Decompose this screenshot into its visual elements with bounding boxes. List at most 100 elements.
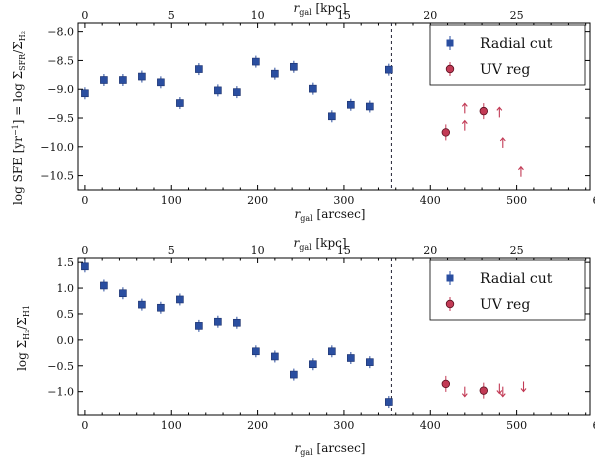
- radial-point: [195, 322, 203, 330]
- uv-point: [479, 106, 489, 116]
- legend-uv-marker: [445, 64, 455, 74]
- uv-limit-arrowhead: [518, 165, 524, 171]
- x-axis-label: rgal [arcsec]: [295, 207, 366, 223]
- y-tick-label: −10.0: [40, 141, 74, 154]
- radial-point: [347, 100, 355, 109]
- legend-uv-label: UV reg: [480, 62, 530, 78]
- x-axis-label: rgal [arcsec]: [295, 441, 366, 457]
- y-tick-label: 1.0: [57, 282, 75, 295]
- radial-point: [100, 281, 108, 290]
- radial-point: [271, 352, 279, 361]
- top-axis-label: rgal [kpc]: [293, 1, 346, 17]
- uv-limit-arrowhead: [496, 106, 503, 111]
- radial-point: [119, 76, 127, 84]
- plot-frame: [77, 22, 591, 191]
- x-top-tick-label: 5: [168, 9, 175, 22]
- y-tick-label: −10.5: [40, 170, 74, 183]
- radial-point: [214, 317, 222, 326]
- y-tick-label: −9.5: [47, 112, 74, 125]
- x-tick-label: 100: [161, 419, 182, 432]
- x-tick-label: 600: [592, 419, 595, 432]
- radial-point: [328, 347, 336, 356]
- radial-point: [119, 289, 127, 298]
- uv-point: [441, 379, 451, 389]
- legend-radial-label: Radial cut: [480, 271, 553, 287]
- radial-point: [366, 358, 374, 366]
- y-tick-label: −1.0: [47, 386, 74, 399]
- legend-box: [429, 24, 586, 86]
- x-tick-label: 100: [161, 194, 182, 207]
- legend-uv-label: UV reg: [480, 297, 530, 313]
- radial-point: [271, 69, 279, 78]
- radial-point: [309, 360, 317, 369]
- x-top-tick-label: 15: [337, 9, 351, 22]
- y-axis-label: log SFE [yr−1] = log ΣSFR/ΣH₂: [11, 31, 27, 205]
- x-top-tick-label: 10: [251, 244, 265, 257]
- radial-point: [81, 262, 89, 271]
- radial-point: [385, 65, 393, 74]
- radial-point: [233, 88, 241, 96]
- x-tick-label: 0: [81, 194, 88, 207]
- x-tick-label: 600: [592, 194, 595, 207]
- legend-radial-marker: [446, 39, 454, 47]
- radial-point: [157, 78, 165, 87]
- uv-limit-arrowhead: [499, 393, 506, 398]
- radial-point: [290, 370, 298, 379]
- radial-point: [157, 303, 165, 312]
- panel-sfe: rgal [kpc] rgal [arcsec] log SFE [yr−1] …: [11, 1, 595, 223]
- x-top-tick-label: 25: [510, 9, 524, 22]
- radial-point: [100, 76, 108, 84]
- x-top-tick-label: 20: [423, 9, 437, 22]
- panel-h2-hi: rgal [kpc] rgal [arcsec] log ΣH₂/ΣH1 0 10…: [15, 236, 595, 457]
- uv-point: [479, 386, 489, 395]
- radial-point: [366, 102, 374, 111]
- radial-point: [328, 112, 336, 121]
- y-tick-label: −9.0: [47, 83, 74, 96]
- radial-point: [309, 84, 317, 93]
- x-top-tick-label: 20: [423, 244, 437, 257]
- plot-frame: [77, 257, 591, 416]
- radial-point: [138, 300, 146, 309]
- y-tick-label: −8.0: [47, 26, 74, 39]
- x-top-tick-label: 10: [251, 9, 265, 22]
- radial-point: [252, 347, 260, 356]
- x-top-tick-label: 0: [81, 244, 88, 257]
- y-tick-label: −8.5: [47, 54, 74, 67]
- y-tick-label: 0.0: [57, 334, 75, 347]
- x-top-tick-label: 25: [510, 244, 524, 257]
- legend-box: [429, 259, 586, 321]
- x-top-tick-label: 15: [337, 244, 351, 257]
- top-axis-label: rgal [kpc]: [293, 236, 346, 252]
- uv-limit-arrowhead: [496, 390, 503, 395]
- radial-point: [176, 295, 184, 304]
- x-tick-label: 0: [81, 419, 88, 432]
- uv-limit-arrowhead: [499, 137, 506, 142]
- radial-point: [347, 354, 355, 362]
- x-tick-label: 500: [506, 194, 527, 207]
- x-tick-label: 400: [420, 419, 441, 432]
- x-top-tick-label: 0: [81, 9, 88, 22]
- uv-limit-arrowhead: [461, 119, 468, 125]
- y-tick-label: 1.5: [57, 256, 75, 269]
- radial-point: [385, 398, 393, 406]
- radial-point: [233, 318, 241, 327]
- y-tick-label: −0.5: [47, 360, 74, 373]
- radial-point: [176, 99, 184, 107]
- x-tick-label: 200: [247, 194, 268, 207]
- legend-uv-marker: [445, 299, 455, 309]
- x-tick-label: 300: [333, 194, 354, 207]
- legend-radial-marker: [446, 274, 454, 282]
- radial-point: [290, 62, 298, 71]
- x-tick-label: 400: [420, 194, 441, 207]
- uv-point: [441, 128, 451, 137]
- uv-limit-arrowhead: [461, 393, 468, 398]
- legend-radial-label: Radial cut: [480, 36, 553, 52]
- x-tick-label: 200: [247, 419, 268, 432]
- radial-point: [252, 57, 260, 66]
- radial-point: [81, 89, 89, 98]
- x-tick-label: 500: [506, 419, 527, 432]
- radial-point: [138, 72, 146, 81]
- x-tick-label: 300: [333, 419, 354, 432]
- y-tick-label: 0.5: [57, 308, 75, 321]
